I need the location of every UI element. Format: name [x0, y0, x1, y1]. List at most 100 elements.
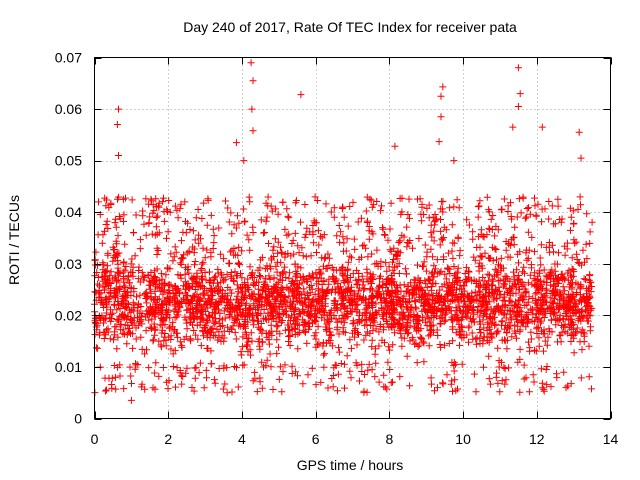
data-point [368, 366, 376, 374]
data-point [572, 329, 579, 337]
data-point [260, 284, 268, 292]
data-point [428, 233, 436, 241]
data-point [416, 333, 424, 341]
data-point [447, 282, 455, 290]
data-point [113, 345, 121, 353]
data-point [469, 228, 477, 236]
data-point [313, 274, 321, 282]
data-point [250, 290, 258, 298]
data-point [339, 203, 346, 211]
data-point [223, 364, 231, 372]
data-point [186, 226, 194, 233]
data-point [387, 379, 395, 387]
data-point [311, 311, 319, 319]
data-point [341, 360, 348, 368]
data-point [192, 303, 200, 311]
data-point [531, 346, 538, 354]
data-point [103, 217, 111, 225]
data-point [436, 341, 444, 348]
data-point [465, 338, 472, 346]
data-point [587, 288, 595, 296]
data-point [556, 332, 564, 340]
data-point [324, 316, 332, 324]
data-point [232, 139, 240, 147]
data-point [537, 241, 545, 249]
data-point [197, 342, 205, 350]
data-point [330, 204, 338, 212]
data-point [559, 283, 567, 291]
data-point [297, 91, 305, 99]
data-point [223, 389, 231, 397]
data-point [312, 305, 319, 313]
data-point [380, 323, 388, 331]
data-point [348, 283, 355, 291]
data-point [313, 249, 320, 256]
data-point [402, 322, 410, 330]
data-point [110, 246, 117, 254]
data-point [550, 299, 558, 307]
data-point [464, 309, 472, 317]
data-point [503, 336, 511, 344]
data-point [525, 293, 533, 301]
data-point [276, 330, 284, 338]
data-point [162, 271, 170, 279]
data-point [152, 283, 160, 291]
data-point [456, 330, 463, 338]
data-point [211, 379, 219, 387]
data-point [437, 92, 445, 100]
data-point [555, 279, 562, 287]
data-point [146, 304, 154, 312]
data-point [437, 227, 445, 235]
data-point [332, 362, 340, 369]
data-point [190, 310, 198, 318]
y-tick-label: 0.05 [55, 153, 82, 169]
data-point [245, 236, 253, 244]
data-point [494, 344, 502, 352]
data-point [545, 215, 553, 223]
data-point [183, 249, 191, 257]
data-point [95, 198, 102, 206]
data-point [150, 207, 158, 215]
data-point [376, 283, 384, 290]
data-point [121, 282, 129, 290]
data-point [285, 332, 292, 340]
data-point [355, 255, 363, 263]
data-point [234, 251, 242, 259]
data-point [256, 256, 264, 264]
data-point [443, 287, 451, 295]
data-point [546, 248, 554, 256]
data-point [239, 296, 247, 303]
data-point [137, 333, 145, 341]
data-point [112, 237, 120, 245]
data-point [372, 300, 380, 308]
data-point [560, 368, 568, 376]
data-point [192, 214, 200, 222]
data-point [189, 227, 197, 235]
data-point [157, 287, 165, 295]
data-point [339, 302, 347, 310]
data-point [183, 281, 190, 289]
data-point [164, 289, 172, 297]
data-point [381, 231, 388, 238]
data-point [496, 388, 504, 396]
data-point [492, 222, 500, 230]
data-point [498, 321, 505, 329]
data-point [579, 246, 587, 254]
data-point [516, 90, 524, 98]
data-point [110, 254, 118, 262]
data-point [191, 286, 199, 293]
data-point [244, 275, 252, 283]
data-point [322, 265, 330, 273]
data-point [254, 285, 262, 293]
data-point [443, 371, 451, 379]
data-point [200, 384, 208, 392]
data-point [94, 280, 102, 288]
data-point [174, 214, 182, 222]
data-point [541, 309, 549, 317]
data-point [206, 268, 213, 276]
data-point [386, 292, 394, 299]
data-point [501, 380, 509, 388]
data-point [142, 288, 150, 296]
data-point [129, 263, 137, 271]
data-point [254, 317, 261, 325]
